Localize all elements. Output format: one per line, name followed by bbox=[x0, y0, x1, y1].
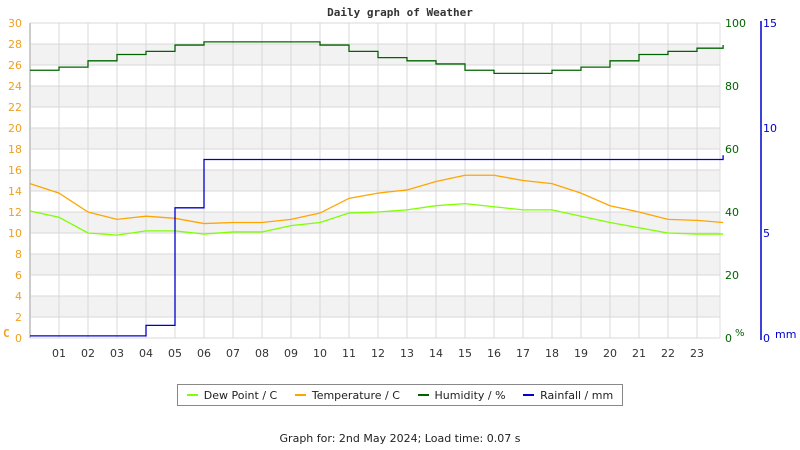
svg-text:8: 8 bbox=[15, 248, 22, 261]
temperature-swatch-icon bbox=[294, 394, 306, 396]
svg-text:22: 22 bbox=[661, 347, 675, 360]
svg-text:0: 0 bbox=[15, 332, 22, 345]
svg-text:80: 80 bbox=[725, 80, 739, 93]
svg-text:28: 28 bbox=[8, 38, 22, 51]
svg-text:08: 08 bbox=[255, 347, 269, 360]
svg-text:23: 23 bbox=[690, 347, 704, 360]
svg-text:01: 01 bbox=[52, 347, 66, 360]
svg-text:C: C bbox=[3, 327, 10, 340]
svg-text:30: 30 bbox=[8, 17, 22, 30]
svg-text:02: 02 bbox=[81, 347, 95, 360]
svg-text:22: 22 bbox=[8, 101, 22, 114]
legend-item-dewpoint: Dew Point / C bbox=[186, 389, 277, 402]
svg-text:10: 10 bbox=[313, 347, 327, 360]
svg-text:21: 21 bbox=[632, 347, 646, 360]
svg-text:4: 4 bbox=[15, 290, 22, 303]
svg-text:07: 07 bbox=[226, 347, 240, 360]
svg-text:11: 11 bbox=[342, 347, 356, 360]
rainfall-swatch-icon bbox=[523, 394, 535, 396]
svg-text:15: 15 bbox=[763, 17, 777, 30]
svg-text:0: 0 bbox=[725, 332, 732, 345]
svg-text:14: 14 bbox=[429, 347, 443, 360]
svg-text:20: 20 bbox=[8, 122, 22, 135]
chart-title: Daily graph of Weather bbox=[327, 6, 473, 19]
svg-text:20: 20 bbox=[725, 269, 739, 282]
svg-text:15: 15 bbox=[458, 347, 472, 360]
svg-text:40: 40 bbox=[725, 206, 739, 219]
svg-text:0: 0 bbox=[763, 332, 770, 345]
svg-text:04: 04 bbox=[139, 347, 153, 360]
svg-text:03: 03 bbox=[110, 347, 124, 360]
svg-text:16: 16 bbox=[487, 347, 501, 360]
svg-text:100: 100 bbox=[725, 17, 746, 30]
svg-text:10: 10 bbox=[8, 227, 22, 240]
svg-text:10: 10 bbox=[763, 122, 777, 135]
svg-text:06: 06 bbox=[197, 347, 211, 360]
svg-text:24: 24 bbox=[8, 80, 22, 93]
humidity-swatch-icon bbox=[417, 394, 429, 396]
svg-text:5: 5 bbox=[763, 227, 770, 240]
legend-item-temperature: Temperature / C bbox=[294, 389, 400, 402]
svg-text:05: 05 bbox=[168, 347, 182, 360]
legend-item-rainfall: Rainfall / mm bbox=[523, 389, 613, 402]
svg-text:18: 18 bbox=[545, 347, 559, 360]
graph-footer: Graph for: 2nd May 2024; Load time: 0.07… bbox=[279, 432, 521, 445]
svg-text:20: 20 bbox=[603, 347, 617, 360]
svg-text:14: 14 bbox=[8, 185, 22, 198]
svg-text:6: 6 bbox=[15, 269, 22, 282]
svg-text:12: 12 bbox=[8, 206, 22, 219]
svg-text:17: 17 bbox=[516, 347, 530, 360]
svg-text:mm: mm bbox=[775, 328, 796, 341]
svg-text:%: % bbox=[735, 328, 745, 339]
legend: Dew Point / C Temperature / C Humidity /… bbox=[177, 384, 623, 406]
dewpoint-swatch-icon bbox=[186, 394, 198, 396]
svg-text:2: 2 bbox=[15, 311, 22, 324]
legend-item-humidity: Humidity / % bbox=[417, 389, 506, 402]
svg-text:16: 16 bbox=[8, 164, 22, 177]
data-series bbox=[29, 41, 724, 337]
grid-bands bbox=[30, 23, 720, 338]
svg-text:12: 12 bbox=[371, 347, 385, 360]
svg-text:18: 18 bbox=[8, 143, 22, 156]
svg-text:09: 09 bbox=[284, 347, 298, 360]
svg-text:60: 60 bbox=[725, 143, 739, 156]
svg-text:19: 19 bbox=[574, 347, 588, 360]
svg-text:26: 26 bbox=[8, 59, 22, 72]
svg-text:13: 13 bbox=[400, 347, 414, 360]
